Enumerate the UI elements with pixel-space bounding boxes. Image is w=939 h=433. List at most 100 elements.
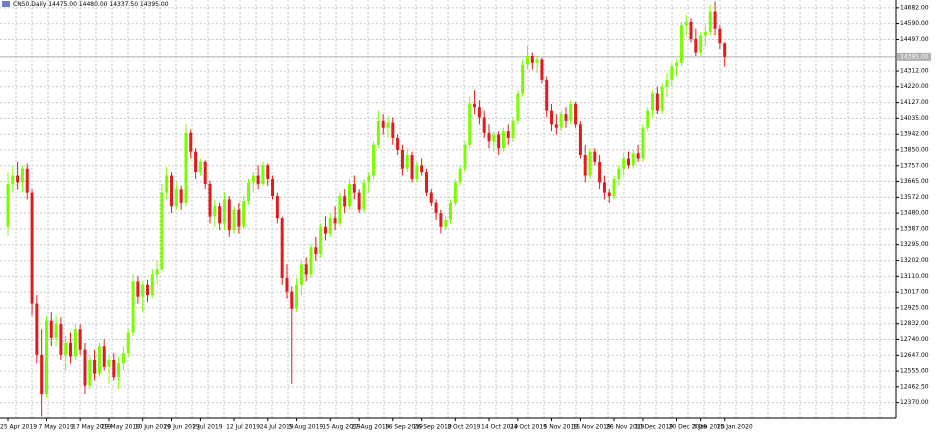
- candle-body: [97, 346, 101, 374]
- chart-title: CN50,Daily 14475.00 14480.00 14337.50 14…: [13, 1, 169, 8]
- x-tick-label: 20 Jun 2019: [164, 424, 200, 431]
- y-tick-label: 12370.00: [900, 399, 929, 406]
- candle-body: [189, 132, 193, 152]
- candle-body: [434, 202, 438, 214]
- candle-body: [78, 329, 82, 350]
- x-tick-label: 12 Jul 2019: [226, 424, 260, 431]
- candle-body: [670, 66, 674, 80]
- candle-body: [83, 349, 87, 386]
- candle-body: [184, 132, 188, 203]
- candle-body: [126, 332, 130, 354]
- candle-body: [612, 178, 616, 197]
- candle-body: [170, 175, 174, 207]
- candle-body: [559, 114, 563, 128]
- y-tick-label: 12925.00: [900, 304, 929, 311]
- candle-body: [11, 175, 15, 185]
- candle-body: [396, 137, 400, 150]
- candle-body: [689, 21, 693, 39]
- candle-body: [718, 28, 722, 44]
- y-tick-label: 13850.00: [900, 146, 929, 153]
- candle-body: [352, 184, 356, 193]
- grid: [0, 0, 896, 418]
- candle-body: [198, 161, 202, 173]
- candle-body: [545, 79, 549, 111]
- y-tick-label: 12832.00: [900, 320, 929, 327]
- candle-body: [338, 196, 342, 224]
- candle-body: [593, 151, 597, 162]
- candle-body: [237, 209, 241, 227]
- candle-body: [218, 206, 222, 224]
- candle-body: [530, 56, 534, 63]
- candle-body: [482, 117, 486, 133]
- candle-body: [367, 175, 371, 183]
- y-tick-label: 13665.00: [900, 178, 929, 185]
- candle-body: [607, 192, 611, 197]
- candle-body: [357, 192, 361, 210]
- y-tick-label: 12462.50: [900, 383, 929, 390]
- y-tick-label: 12740.00: [900, 336, 929, 343]
- candle-body: [319, 226, 323, 255]
- x-tick-label: 14 Oct 2019: [481, 424, 518, 431]
- candle-body: [602, 182, 606, 193]
- candle-body: [424, 172, 428, 193]
- candle-body: [569, 103, 573, 121]
- candle-body: [391, 122, 395, 138]
- candle-body: [141, 284, 145, 297]
- x-tick-label: 15 Nov 2019: [572, 424, 611, 431]
- candle-body: [723, 43, 727, 57]
- candle-body: [477, 107, 481, 118]
- candle-body: [247, 182, 250, 202]
- candle-body: [30, 192, 34, 304]
- candle-body: [117, 363, 121, 378]
- candle-body: [343, 196, 347, 207]
- candle-body: [203, 161, 207, 185]
- candle-body: [497, 134, 501, 149]
- candle-body: [400, 149, 404, 169]
- candle-body: [309, 247, 313, 275]
- x-tick-label: 10 Dec 2019: [635, 424, 674, 431]
- candle-body: [641, 127, 645, 159]
- candle-body: [381, 120, 385, 128]
- candle-body: [699, 35, 703, 53]
- candle-body: [208, 184, 212, 217]
- candle-body: [516, 93, 520, 121]
- candle-body: [535, 59, 539, 63]
- y-tick-label: 13017.00: [900, 289, 929, 296]
- candle-body: [107, 359, 111, 367]
- candle-body: [386, 122, 390, 128]
- candle-body: [453, 182, 457, 203]
- candle-body: [554, 124, 558, 128]
- candle-body: [299, 264, 303, 285]
- x-tick-label: 25 Apr 2019: [0, 424, 37, 431]
- y-tick-label: 14497.00: [900, 36, 929, 43]
- y-tick-label: 14312.00: [900, 68, 929, 75]
- candle-body: [463, 144, 467, 169]
- candle-body: [550, 110, 554, 125]
- x-tick-label: 27 Aug 2019: [351, 424, 390, 431]
- candle-body: [713, 11, 717, 29]
- candle-body: [651, 93, 655, 111]
- candle-body: [290, 291, 294, 309]
- candle-body: [598, 161, 602, 183]
- candle-body: [131, 281, 135, 333]
- candle-body: [525, 56, 529, 65]
- x-tick-label: 2 Jul 2019: [192, 424, 222, 431]
- candle-body: [54, 324, 58, 338]
- x-tick-label: 5 Nov 2019: [544, 424, 579, 431]
- y-tick-label: 13757.00: [900, 162, 929, 169]
- x-tick-label: 16 Sep 2019: [385, 424, 423, 431]
- candle-body: [88, 359, 92, 386]
- candle-body: [622, 158, 626, 169]
- candle-body: [242, 201, 246, 227]
- candle-body: [588, 151, 592, 176]
- candle-body: [102, 346, 106, 367]
- candle-body: [420, 165, 424, 173]
- candle-body: [348, 184, 352, 207]
- x-tick-label: 2 Oct 2019: [447, 424, 480, 431]
- chart-icon: [2, 1, 10, 7]
- x-tick-label: 26 Sep 2019: [414, 424, 452, 431]
- candle-body: [458, 168, 462, 183]
- x-tick-label: 5 Aug 2019: [289, 424, 324, 431]
- candle-body: [112, 359, 116, 378]
- candle-body: [35, 303, 39, 355]
